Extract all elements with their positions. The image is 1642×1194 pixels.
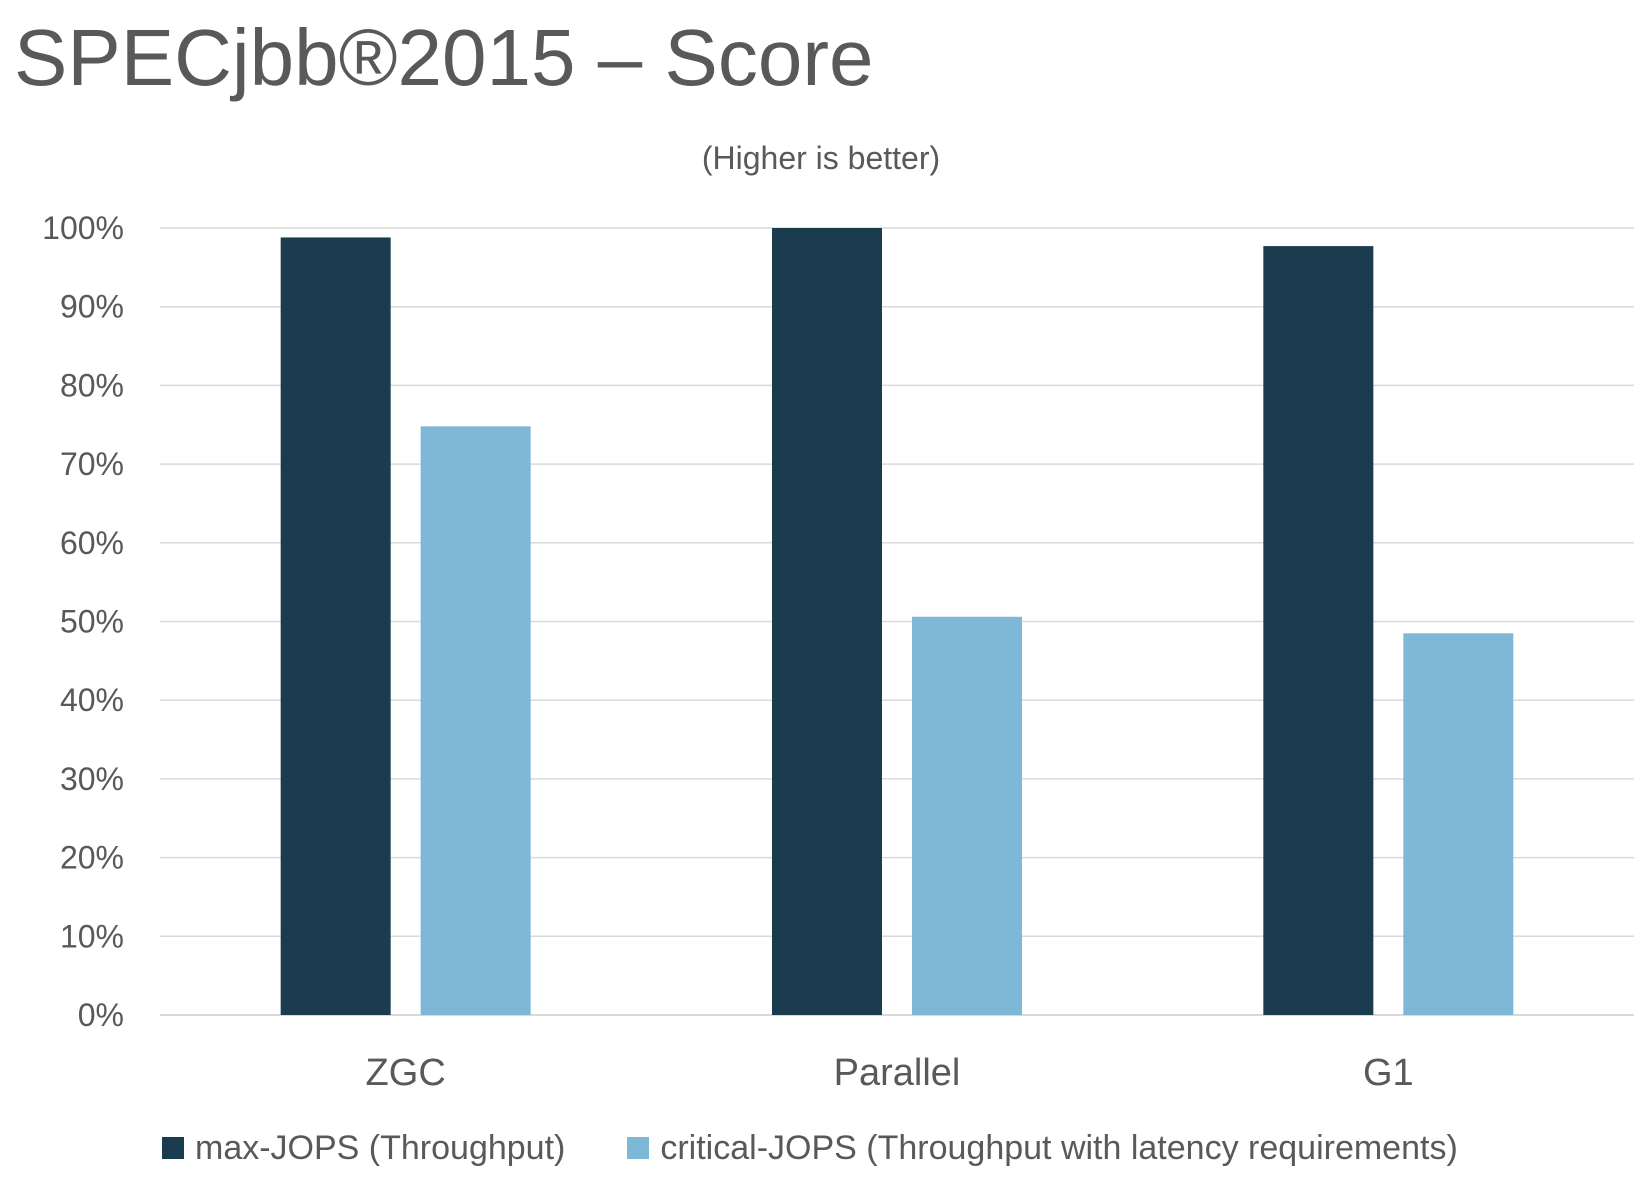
legend: max-JOPS (Throughput) critical-JOPS (Thr… (162, 1128, 1520, 1168)
legend-item-critical-jops: critical-JOPS (Throughput with latency r… (627, 1128, 1458, 1168)
legend-label-critical-jops: critical-JOPS (Throughput with latency r… (660, 1129, 1458, 1167)
x-tick-label-zgc: ZGC (366, 1052, 446, 1094)
chart-subtitle: (Higher is better) (701, 140, 941, 176)
x-tick-label-parallel: Parallel (834, 1052, 961, 1094)
y-tick-label: 30% (60, 761, 124, 797)
legend-label-max-jops: max-JOPS (Throughput) (195, 1129, 566, 1167)
y-axis-ticks: 0% 10% 20% 30% 40% 50% 60% 70% 80% 90% 100% (42, 210, 124, 1033)
bar-g1-critical-jops (1403, 633, 1514, 1015)
y-tick-label: 60% (60, 525, 124, 561)
y-tick-label: 0% (78, 997, 124, 1033)
chart-title: SPECjbb®2015 – Score (14, 13, 874, 102)
y-tick-label: 10% (60, 918, 124, 954)
bar-zgc-critical-jops (420, 426, 531, 1016)
y-tick-label: 90% (60, 289, 124, 325)
bars (280, 228, 1514, 1016)
bar-parallel-critical-jops (912, 616, 1022, 1015)
y-tick-label: 50% (60, 604, 124, 640)
x-tick-label-g1: G1 (1363, 1052, 1414, 1094)
gridlines (160, 227, 1634, 1016)
y-tick-label: 20% (60, 840, 124, 876)
bar-zgc-max-jops (280, 237, 391, 1016)
y-tick-label: 70% (60, 446, 124, 482)
y-tick-label: 40% (60, 682, 124, 718)
y-tick-label: 100% (42, 210, 124, 246)
x-axis-ticks: ZGC Parallel G1 (366, 1052, 1414, 1094)
legend-swatch-critical-jops (627, 1137, 650, 1159)
legend-swatch-max-jops (162, 1137, 184, 1159)
bar-g1-max-jops (1263, 246, 1374, 1015)
y-tick-label: 80% (60, 367, 124, 403)
bar-parallel-max-jops (772, 228, 882, 1015)
legend-item-max-jops: max-JOPS (Throughput) (162, 1128, 565, 1168)
